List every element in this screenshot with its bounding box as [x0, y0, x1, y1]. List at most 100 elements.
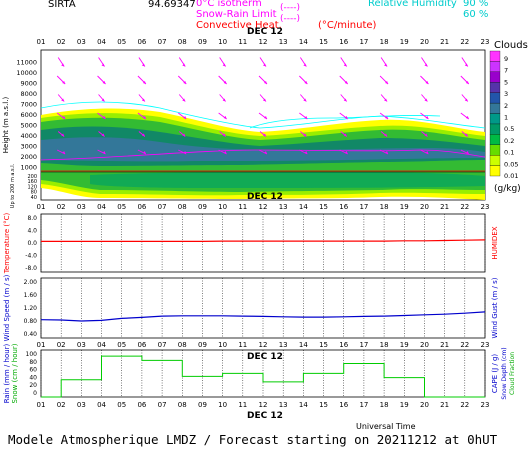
wind-arrow-head — [344, 81, 348, 84]
hour-tick-label: 06 — [137, 341, 146, 349]
wind-arrow-head — [61, 98, 65, 102]
cloud-ytick-label-low: 80 — [31, 190, 37, 196]
colorbar-swatch — [489, 155, 501, 166]
wind-arrow-head — [343, 133, 347, 137]
hour-tick-label: 21 — [440, 341, 449, 349]
colorbar-swatch — [489, 71, 501, 83]
hour-tick-label: 14 — [299, 203, 308, 211]
wind-arrow-head — [264, 116, 267, 119]
cloud-ytick-label: 9000 — [20, 80, 37, 88]
hour-tick-label: 19 — [400, 203, 409, 211]
ytick-label: 1.60 — [24, 292, 38, 299]
wind-arrow-head — [222, 63, 226, 67]
ytick-label: -4.0 — [25, 253, 37, 260]
wind-arrow-head — [464, 98, 468, 102]
cloud-ytick-label-low: 160 — [27, 179, 37, 185]
hour-tick-label: 16 — [339, 38, 348, 46]
hour-tick-label: 23 — [481, 38, 490, 46]
hour-tick-label: 11 — [238, 401, 247, 409]
ytick-label: 60 — [29, 367, 37, 374]
cloud-ytick-label: 11000 — [16, 59, 37, 67]
wind-arrow-head — [62, 116, 66, 119]
wind-arrow-head — [344, 151, 348, 154]
wind-arrow-head — [465, 116, 469, 119]
colorbar-swatch — [489, 92, 501, 104]
panel-ylabel-right2: Snow Depth (cm) — [501, 347, 508, 399]
hour-tick-label: 10 — [218, 401, 227, 409]
legend-rh-90: 90 % — [463, 0, 489, 9]
panel-ylabel-right3: Cloud Fraction — [509, 352, 516, 395]
hour-tick-label: 21 — [440, 203, 449, 211]
wind-arrow-head — [141, 133, 145, 137]
hour-tick-label: 01 — [37, 203, 46, 211]
wind-arrow-head — [264, 151, 267, 154]
cloud-ytick-label: 1000 — [20, 164, 37, 172]
station-coords: 94.69347 — [148, 0, 196, 10]
ytick-label: 80 — [29, 359, 37, 366]
temp-grid: 8.0 4.0 0.0 -4.0 -8.0 Temperature (°C) HUMIDEX — [3, 213, 499, 275]
hour-tick-label: 16 — [339, 341, 348, 349]
wind-arrow-head — [344, 116, 348, 119]
temperature-line — [41, 239, 486, 242]
colorbar-swatch — [489, 50, 501, 62]
panel-ylabel-right: HUMIDEX — [491, 226, 499, 259]
ytick-label: 0.80 — [24, 318, 38, 325]
colorbar-tick-label: 2 — [504, 102, 508, 110]
legend-convective-unit: (°C/minute) — [318, 20, 377, 31]
ytick-label: 40 — [29, 374, 37, 381]
ytick-label: 100 — [26, 351, 38, 358]
colorbar-swatch — [489, 102, 501, 114]
cloud-ytick-label: 8000 — [20, 90, 37, 98]
legend-rh-60: 60 % — [463, 9, 489, 20]
wind-arrow-head — [465, 81, 469, 84]
colorbar-tick-label: 0.05 — [504, 160, 518, 168]
hour-tick-label: 14 — [299, 341, 308, 349]
wind-arrow-head — [61, 63, 65, 67]
hour-tick-label: 05 — [117, 401, 126, 409]
hour-tick-label: 03 — [77, 401, 86, 409]
wind-arrow-head — [465, 151, 469, 154]
hour-tick-label: 01 — [37, 341, 46, 349]
hour-tick-label: 08 — [178, 401, 187, 409]
isotherm-line — [40, 149, 486, 161]
hour-tick-label: 04 — [97, 341, 106, 349]
colorbar-swatch — [489, 82, 501, 93]
hour-tick-label: 13 — [279, 203, 288, 211]
hour-tick-label: 15 — [319, 38, 328, 46]
hour-tick-label: 02 — [57, 203, 66, 211]
hour-tick-label: 23 — [481, 203, 490, 211]
wind-arrow-head — [303, 133, 307, 137]
ytick-label: 0.0 — [27, 240, 37, 247]
hour-tick-label: 03 — [77, 341, 86, 349]
station-name: SIRTA — [48, 0, 76, 10]
colorbar-tick-label: 5 — [504, 78, 508, 86]
hour-tick-label: 22 — [460, 341, 469, 349]
hour-tick-label: 17 — [359, 203, 368, 211]
hour-tick-label: 19 — [400, 401, 409, 409]
hour-tick-label: 05 — [117, 203, 126, 211]
hour-tick-label: 20 — [420, 38, 429, 46]
wind-arrow-head — [424, 98, 428, 102]
hour-tick-label: 08 — [178, 203, 187, 211]
hour-tick-label: 22 — [460, 203, 469, 211]
wind-arrow-head — [343, 98, 347, 102]
cloud-ytick-label: 4000 — [20, 132, 37, 140]
hour-tick-label: 06 — [137, 401, 146, 409]
hour-tick-label: 05 — [117, 38, 126, 46]
wind-arrow-head — [62, 151, 66, 154]
hour-tick-label: 16 — [339, 203, 348, 211]
hour-tick-label: 04 — [97, 38, 106, 46]
hour-tick-label: 13 — [279, 38, 288, 46]
wind-arrow-head — [384, 133, 388, 137]
wind-arrow-head — [101, 98, 105, 102]
hour-tick-label: 11 — [238, 203, 247, 211]
hour-tick-label: 04 — [97, 203, 106, 211]
cloud-ytick-label-low: 120 — [27, 184, 37, 190]
colorbar-tick-label: 3 — [504, 90, 508, 98]
wind-arrow-head — [141, 98, 145, 102]
wind-arrow-head — [61, 133, 65, 137]
hour-tick-label: 08 — [178, 38, 187, 46]
colorbar-swatch — [489, 113, 501, 125]
hour-tick-label: 11 — [238, 341, 247, 349]
